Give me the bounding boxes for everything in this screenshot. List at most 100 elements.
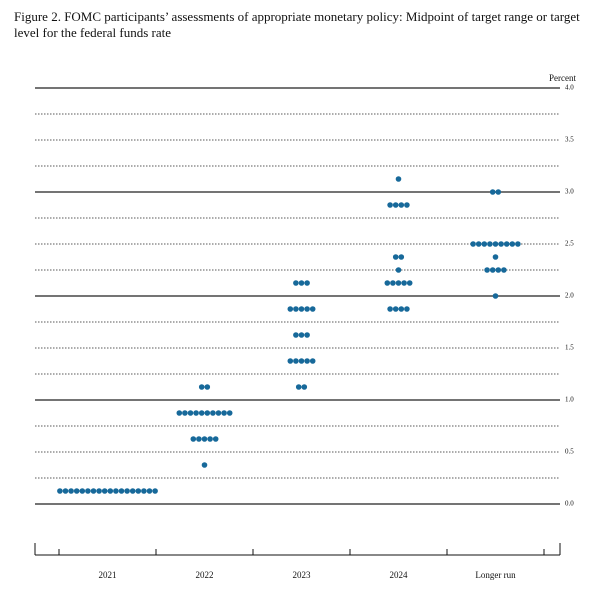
y-tick-label: 0.0 <box>565 500 574 508</box>
dot <box>96 488 102 494</box>
dot <box>124 488 130 494</box>
dot <box>215 410 222 416</box>
dot <box>141 488 147 494</box>
dot <box>404 306 410 312</box>
dot <box>90 488 97 494</box>
dot <box>495 267 502 273</box>
dot <box>293 358 299 364</box>
dot <box>196 436 202 442</box>
x-tick-label: 2022 <box>196 570 214 580</box>
dot <box>392 306 399 312</box>
dot <box>298 280 305 286</box>
dot <box>398 306 405 312</box>
dot <box>226 410 233 416</box>
dot <box>135 488 142 494</box>
dot <box>387 202 393 208</box>
dot <box>187 410 194 416</box>
y-tick-label: 1.0 <box>565 396 574 404</box>
dot <box>129 488 136 494</box>
x-tick-label: 2021 <box>99 570 117 580</box>
dot <box>152 488 158 494</box>
dot <box>193 410 199 416</box>
dot <box>492 241 499 247</box>
dot <box>293 332 299 338</box>
dot <box>515 241 521 247</box>
y-tick-label: 2.0 <box>565 292 574 300</box>
dot <box>176 410 183 416</box>
dot <box>198 410 205 416</box>
dot <box>201 436 208 442</box>
y-tick-label: 3.5 <box>565 136 574 144</box>
dot <box>395 280 402 286</box>
dot <box>293 306 299 312</box>
dot <box>501 267 507 273</box>
dot <box>492 254 499 260</box>
dot <box>298 332 305 338</box>
dot <box>475 241 482 247</box>
dot <box>204 384 211 390</box>
dot <box>470 241 476 247</box>
dot <box>298 358 305 364</box>
dot <box>293 280 299 286</box>
dot <box>62 488 69 494</box>
dot <box>489 267 496 273</box>
dot <box>509 241 516 247</box>
dot <box>495 189 502 195</box>
x-tick-label: Longer run <box>475 570 516 580</box>
dot <box>146 488 153 494</box>
dot <box>406 280 413 286</box>
dot <box>395 267 402 273</box>
dot <box>298 306 305 312</box>
dot <box>73 488 80 494</box>
y-tick-label: 2.5 <box>565 240 574 248</box>
dot <box>309 306 316 312</box>
dot <box>309 358 316 364</box>
dot <box>201 462 208 468</box>
dot <box>304 280 310 286</box>
dot <box>390 280 396 286</box>
dot <box>484 267 490 273</box>
dot <box>57 488 63 494</box>
dot <box>221 410 227 416</box>
x-tick-label: 2023 <box>293 570 312 580</box>
dot <box>401 280 407 286</box>
dot <box>404 202 410 208</box>
dot <box>118 488 125 494</box>
dot <box>207 436 213 442</box>
dot <box>287 306 294 312</box>
dot <box>107 488 114 494</box>
dot <box>113 488 119 494</box>
x-tick-label: 2024 <box>390 570 409 580</box>
dot <box>301 384 308 390</box>
dot <box>492 293 499 299</box>
dot <box>85 488 91 494</box>
dot <box>190 436 197 442</box>
y-tick-label: 1.5 <box>565 344 574 352</box>
dot <box>204 410 211 416</box>
y-tick-label: 0.5 <box>565 448 574 456</box>
dot <box>295 384 302 390</box>
dot <box>68 488 74 494</box>
dot <box>198 384 205 390</box>
dot <box>384 280 391 286</box>
dot <box>387 306 393 312</box>
dot <box>489 189 496 195</box>
dot <box>210 410 216 416</box>
dot <box>304 358 310 364</box>
chart-title: Figure 2. FOMC participants’ assessments… <box>14 9 580 40</box>
dot <box>182 410 188 416</box>
dot <box>481 241 488 247</box>
dot <box>398 254 405 260</box>
dot <box>304 306 310 312</box>
y-tick-label: 3.0 <box>565 188 574 196</box>
dot <box>392 202 399 208</box>
dot <box>212 436 219 442</box>
y-unit: Percent <box>549 73 576 83</box>
dot <box>395 176 402 182</box>
dot <box>503 241 510 247</box>
dot <box>101 488 108 494</box>
dot <box>398 202 405 208</box>
dot <box>304 332 310 338</box>
